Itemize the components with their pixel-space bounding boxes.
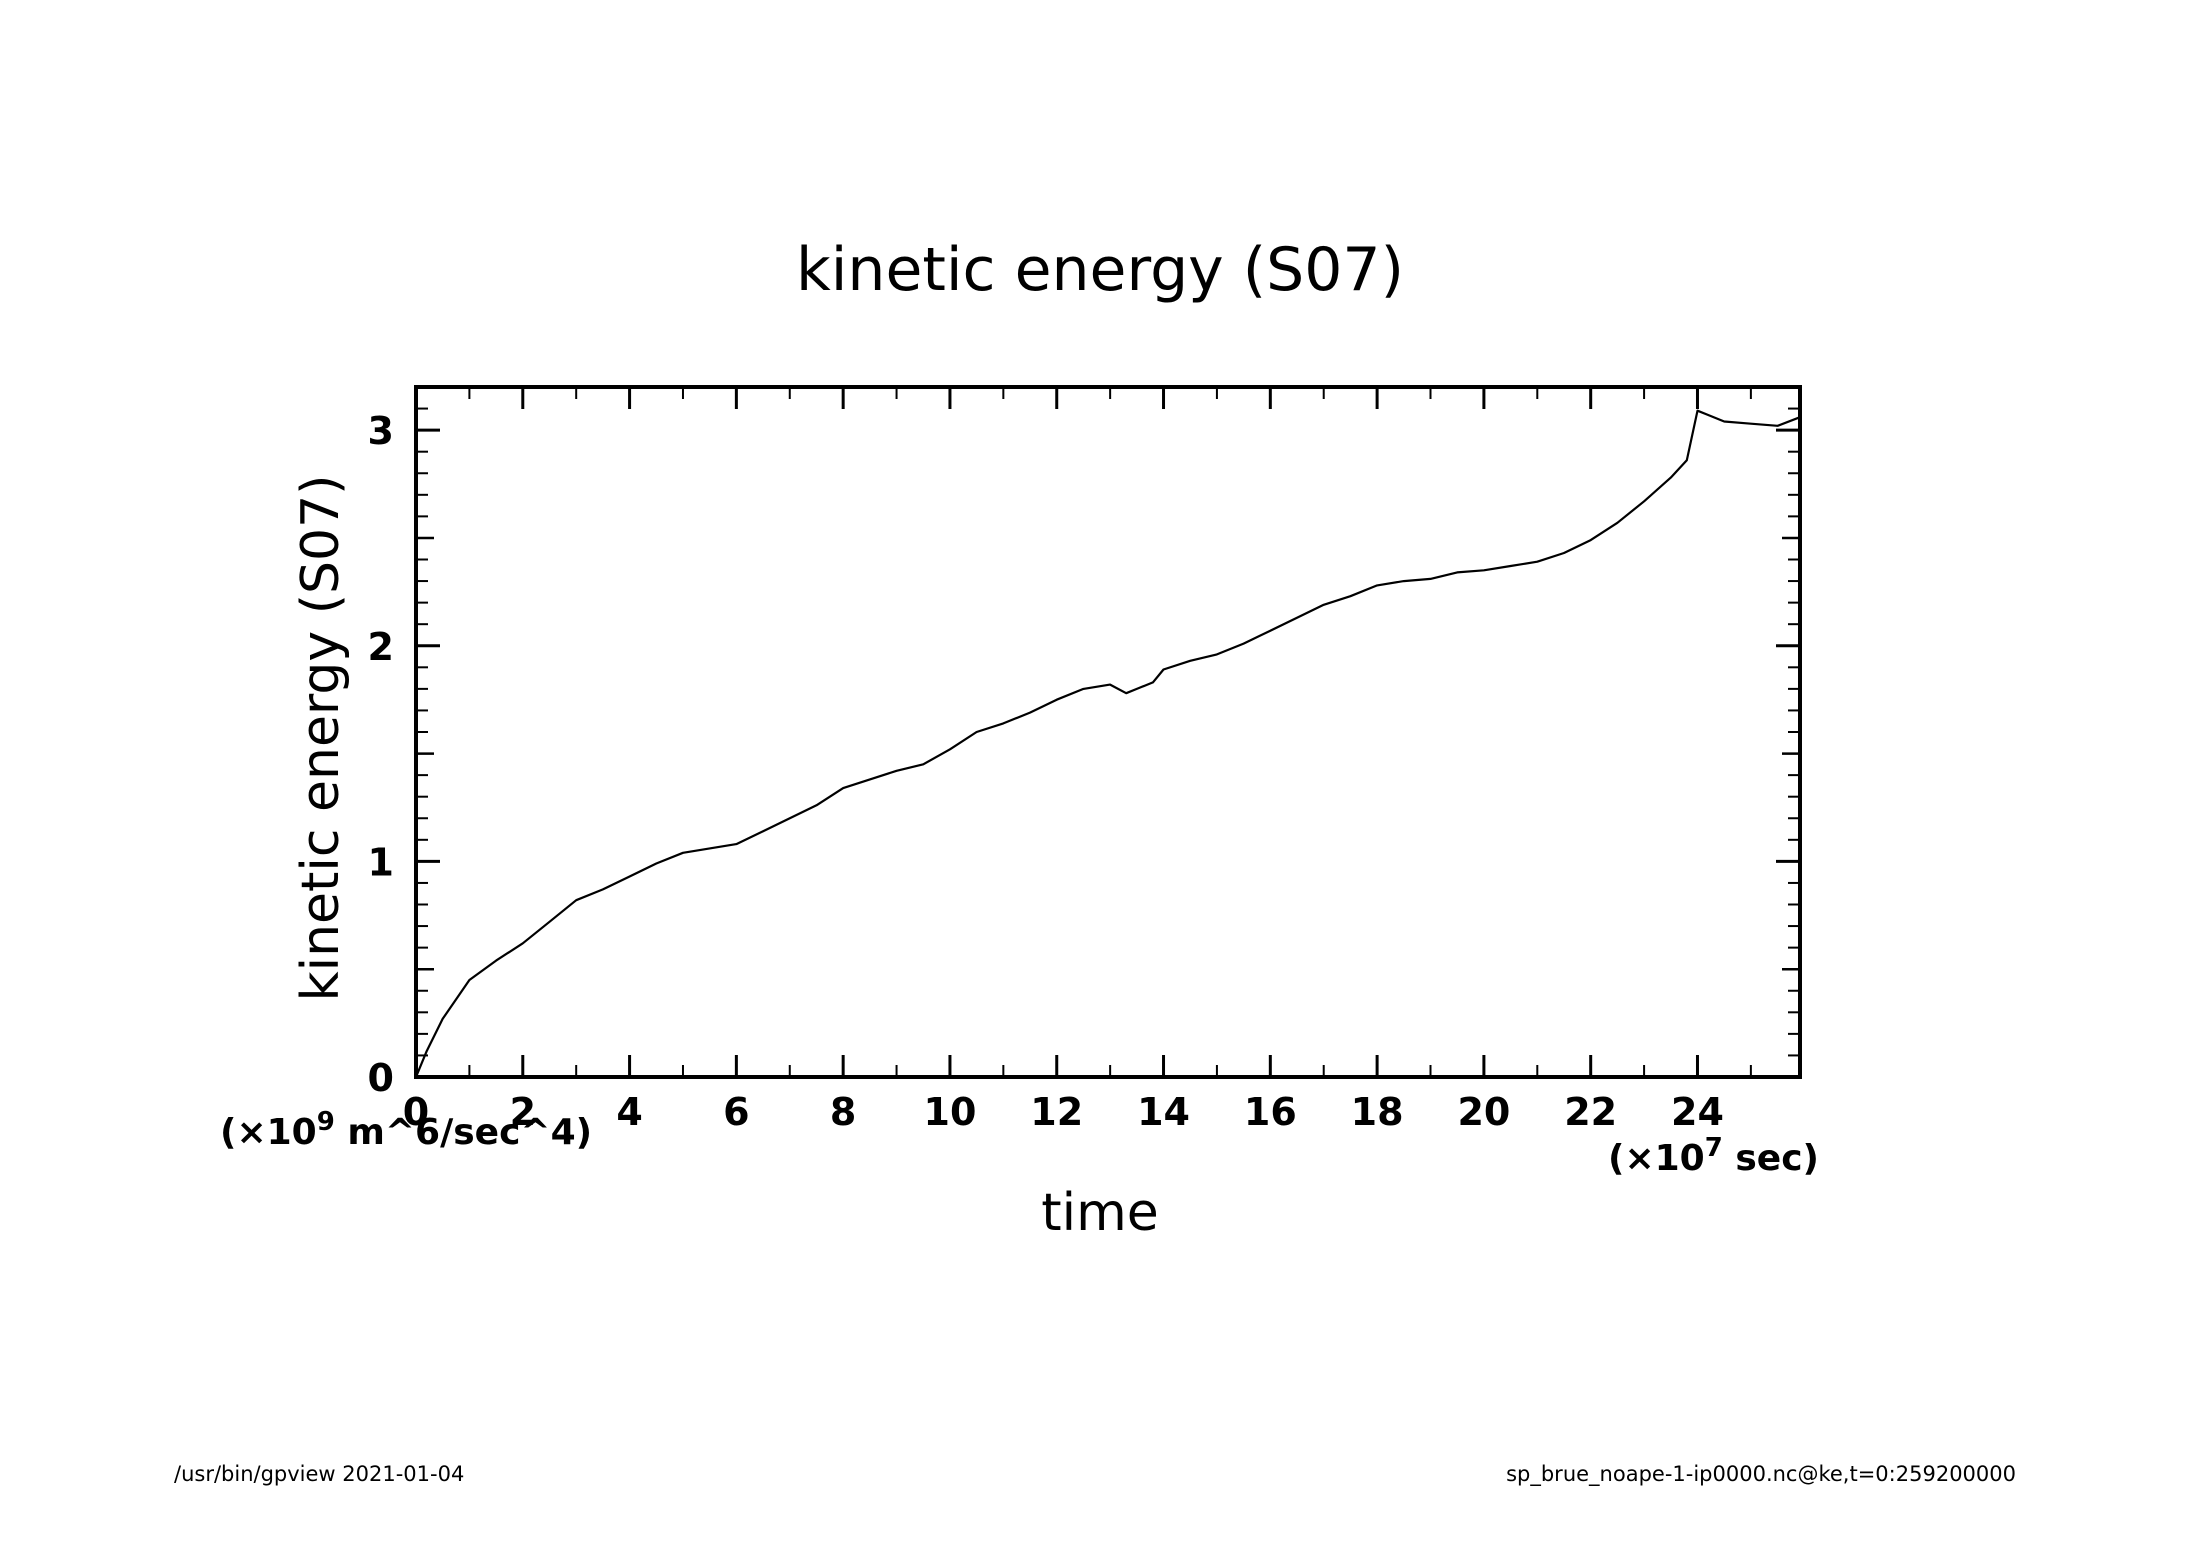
y-unit-exponent: 9 — [317, 1107, 335, 1137]
y-unit-prefix: (×10 — [220, 1112, 317, 1153]
x-tick-label: 0 — [403, 1090, 429, 1134]
x-tick-label: 10 — [924, 1090, 977, 1134]
x-unit-exponent: 7 — [1705, 1133, 1723, 1163]
x-unit-prefix: (×10 — [1608, 1138, 1705, 1179]
y-tick-label: 0 — [368, 1056, 394, 1100]
x-tick-label: 20 — [1457, 1090, 1510, 1134]
x-tick-label: 8 — [830, 1090, 856, 1134]
plot-frame — [414, 385, 1802, 1079]
series-line-kinetic-energy — [414, 409, 1801, 1078]
x-tick-label: 24 — [1671, 1090, 1724, 1134]
x-tick-label: 14 — [1137, 1090, 1190, 1134]
y-tick-label: 3 — [368, 409, 394, 453]
footer-right: sp_brue_noape-1-ip0000.nc@ke,t=0:2592000… — [1506, 1462, 2016, 1487]
y-axis-label: kinetic energy (S07) — [291, 475, 351, 1002]
x-unit-suffix: sec) — [1723, 1138, 1819, 1179]
footer-left: /usr/bin/gpview 2021-01-04 — [174, 1462, 464, 1486]
x-tick-label: 22 — [1564, 1090, 1617, 1134]
x-axis-label: time — [1041, 1183, 1158, 1243]
y-axis-ticks: 0 1 2 3 — [368, 409, 1800, 1100]
x-tick-label: 4 — [616, 1090, 642, 1134]
x-axis-unit-label: (×107 sec) — [1608, 1133, 1819, 1179]
x-tick-label: 12 — [1030, 1090, 1083, 1134]
plot-border — [414, 385, 1802, 1079]
x-tick-label: 16 — [1244, 1090, 1297, 1134]
minor-ticks — [416, 386, 1800, 1077]
y-axis-unit-label: (×109 m^6/sec^4) — [220, 1107, 592, 1153]
x-tick-label: 2 — [510, 1090, 536, 1134]
chart-title: kinetic energy (S07) — [796, 235, 1404, 305]
x-tick-label: 18 — [1351, 1090, 1404, 1134]
y-tick-label: 1 — [368, 840, 394, 884]
x-axis-ticks: 0 2 4 6 8 10 12 14 16 18 20 22 24 — [403, 387, 1724, 1134]
y-tick-label: 2 — [368, 625, 394, 669]
x-tick-label: 6 — [723, 1090, 749, 1134]
y-unit-suffix: m^6/sec^4) — [335, 1112, 592, 1153]
